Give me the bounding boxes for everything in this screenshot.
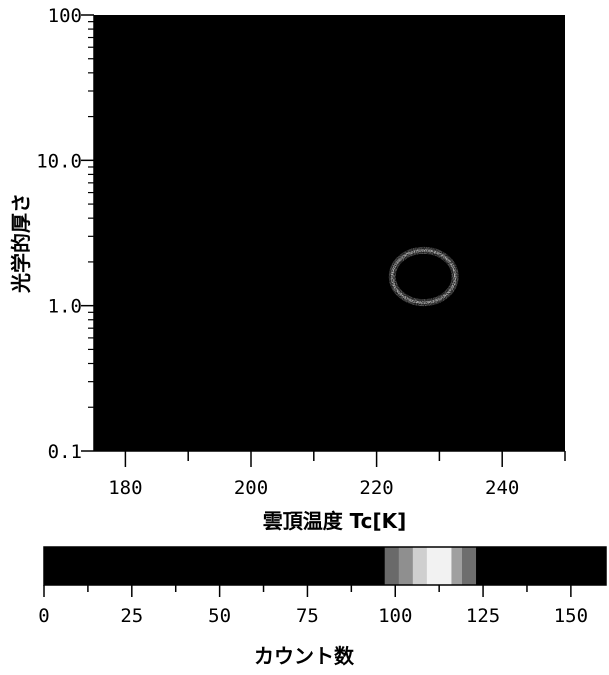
colorbar-band: [451, 547, 463, 585]
colorbar-panel: 0 25 50 75 100 125 150 カウント数: [38, 546, 607, 668]
x-tick-label: 200: [234, 477, 268, 499]
colorbar-bands: [43, 546, 607, 586]
colorbar-band: [426, 547, 452, 585]
colorbar-band: [44, 547, 386, 585]
colorbar-tick-label: 100: [378, 605, 412, 627]
y-tick-label: 100: [48, 5, 82, 27]
colorbar-band: [476, 547, 607, 585]
x-tick-label: 220: [359, 477, 393, 499]
colorbar-title: カウント数: [254, 644, 355, 668]
x-axis: 180 200 220 240: [94, 450, 566, 499]
feature-layer: [388, 246, 459, 307]
colorbar-band: [412, 547, 428, 585]
colorbar-tick-label: 25: [120, 605, 143, 627]
y-tick-label: 1.0: [48, 296, 82, 318]
colorbar-band: [384, 547, 400, 585]
heatmap-panel: 0.1 1.0 10.0 100 180 200 220 240 雲頂温度 Tc[K] 光学…: [9, 5, 566, 533]
x-tick-label: 240: [485, 477, 519, 499]
colorbar-band: [461, 547, 477, 585]
x-axis-title: 雲頂温度 Tc[K]: [263, 509, 407, 533]
colorbar-frame: [43, 546, 607, 586]
y-tick-label: 10.0: [36, 150, 82, 172]
plot-area: [94, 15, 565, 451]
colorbar-axis: 0 25 50 75 100 125 150: [38, 585, 588, 627]
x-tick-label: 180: [108, 477, 142, 499]
colorbar-tick-label: 75: [296, 605, 319, 627]
feature-ring-highlight: [391, 249, 457, 304]
colorbar-tick-label: 0: [38, 605, 49, 627]
colorbar-band: [398, 547, 414, 585]
y-axis-title: 光学的厚さ: [9, 193, 33, 294]
colorbar-tick-label: 150: [554, 605, 588, 627]
y-axis: 0.1 1.0 10.0 100: [36, 5, 95, 463]
y-tick-label: 0.1: [48, 441, 82, 463]
colorbar-tick-label: 125: [466, 605, 500, 627]
colorbar-tick-label: 50: [208, 605, 231, 627]
